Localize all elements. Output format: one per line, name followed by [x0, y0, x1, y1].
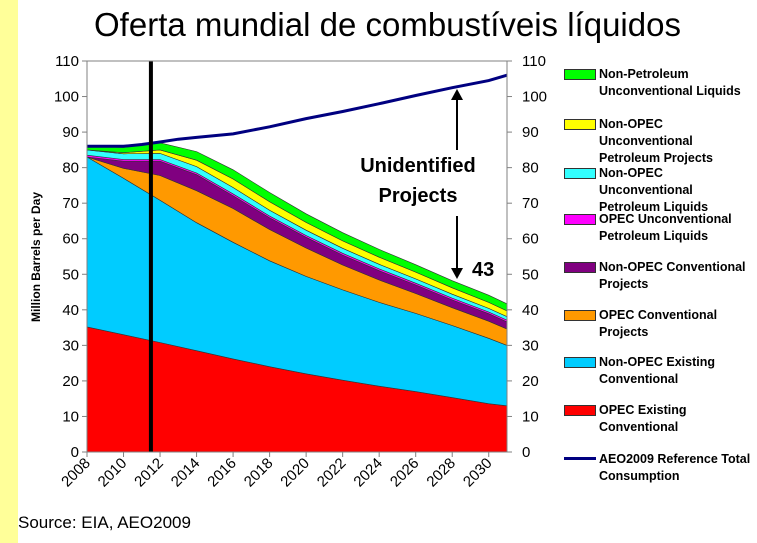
y-tick-label: 60 — [62, 231, 79, 248]
x-tick-label: 2010 — [95, 455, 131, 491]
legend-item: Non-OPEC Unconventional Petroleum Liquid… — [564, 165, 756, 216]
legend-label: Non-OPEC Existing Conventional — [599, 355, 715, 386]
x-tick-label: 2022 — [314, 455, 350, 491]
y-tick-label: 0 — [71, 444, 79, 461]
y-tick-label: 10 — [62, 408, 79, 425]
y2-tick-label: 20 — [522, 373, 539, 390]
y2-tick-label: 0 — [522, 444, 530, 461]
y2-tick-label: 70 — [522, 195, 539, 212]
x-tick-label: 2008 — [58, 455, 94, 491]
gap-value-label: 43 — [472, 259, 494, 281]
legend-item: OPEC Unconventional Petroleum Liquids — [564, 211, 756, 245]
legend-color-swatch — [564, 405, 596, 416]
x-tick-label: 2016 — [204, 455, 240, 491]
legend-color-swatch — [564, 119, 596, 130]
x-tick-label: 2014 — [168, 455, 204, 491]
y2-tick-label: 80 — [522, 160, 539, 177]
legend-label: OPEC Unconventional Petroleum Liquids — [599, 212, 732, 243]
y-tick-label: 40 — [62, 302, 79, 319]
y-tick-label: 90 — [62, 124, 79, 141]
legend-color-swatch — [564, 262, 596, 273]
y2-tick-label: 30 — [522, 337, 539, 354]
legend-item: AEO2009 Reference Total Consumption — [564, 451, 756, 485]
x-tick-label: 2028 — [423, 455, 459, 491]
legend-item: Non-OPEC Unconventional Petroleum Projec… — [564, 116, 756, 167]
legend-label: OPEC Existing Conventional — [599, 403, 687, 434]
annotations-group: Unidentified Projects 43 — [360, 89, 494, 281]
left-accent-stripe — [0, 0, 18, 543]
x-tick-label: 2012 — [131, 455, 167, 491]
x-tick-label: 2026 — [387, 455, 423, 491]
source-note: Source: EIA, AEO2009 — [18, 513, 191, 532]
total-consumption-line — [87, 73, 508, 148]
x-tick-label: 2018 — [241, 455, 277, 491]
legend-line-swatch — [564, 457, 596, 460]
y2-tick-label: 100 — [522, 89, 547, 106]
legend-color-swatch — [564, 69, 596, 80]
page-title: Oferta mundial de combustíveis líquidos — [94, 6, 681, 43]
x-tick-label: 2024 — [350, 455, 386, 491]
legend-item: OPEC Existing Conventional — [564, 402, 756, 436]
y2-tick-label: 60 — [522, 231, 539, 248]
legend-label: Non-OPEC Unconventional Petroleum Projec… — [599, 117, 713, 165]
arrow-down-head — [451, 268, 463, 279]
legend-label: Non-Petroleum Unconventional Liquids — [599, 67, 741, 98]
y2-tick-label: 90 — [522, 124, 539, 141]
legend-label: OPEC Conventional Projects — [599, 308, 718, 339]
y-axis-label: Million Barrels per Day — [29, 192, 43, 322]
legend-item: Non-Petroleum Unconventional Liquids — [564, 66, 756, 100]
plot-border — [86, 60, 508, 453]
consumption-line-group — [87, 61, 508, 452]
legend-item: OPEC Conventional Projects — [564, 307, 756, 341]
legend-label: Non-OPEC Conventional Projects — [599, 260, 746, 291]
unidentified-label-line1: Unidentified — [360, 155, 476, 177]
y2-tick-label: 40 — [522, 302, 539, 319]
x-tick-label: 2020 — [277, 455, 313, 491]
legend-color-swatch — [564, 168, 596, 179]
y-tick-label: 100 — [54, 89, 79, 106]
legend-color-swatch — [564, 214, 596, 225]
legend-color-swatch — [564, 357, 596, 368]
y-tick-label: 20 — [62, 373, 79, 390]
y2-tick-label: 10 — [522, 408, 539, 425]
y-tick-label: 70 — [62, 195, 79, 212]
y-tick-label: 80 — [62, 160, 79, 177]
y2-tick-label: 50 — [522, 266, 539, 283]
legend-item: Non-OPEC Conventional Projects — [564, 259, 756, 293]
x-tick-label: 2030 — [460, 455, 496, 491]
y-tick-label: 50 — [62, 266, 79, 283]
stacked-area-group — [86, 61, 508, 453]
y2-tick-label: 110 — [522, 53, 546, 70]
legend-label: AEO2009 Reference Total Consumption — [599, 452, 751, 483]
unidentified-label-line2: Projects — [379, 185, 458, 207]
y-tick-label: 110 — [55, 53, 79, 70]
arrow-up-head — [451, 89, 463, 100]
y-tick-label: 30 — [62, 337, 79, 354]
legend-label: Non-OPEC Unconventional Petroleum Liquid… — [599, 166, 709, 214]
legend-color-swatch — [564, 310, 596, 321]
legend-item: Non-OPEC Existing Conventional — [564, 354, 756, 388]
